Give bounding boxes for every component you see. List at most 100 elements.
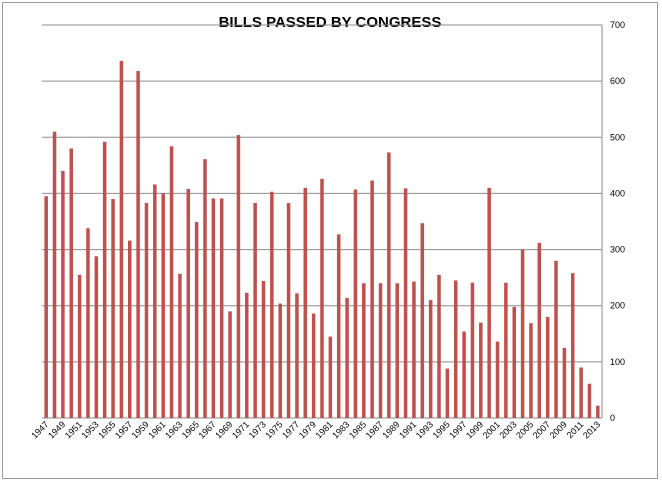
bars	[44, 60, 600, 419]
bar-2010	[570, 273, 575, 418]
bar-2003	[512, 306, 516, 418]
bar-1965	[194, 222, 199, 418]
x-tick-label: 1987	[364, 419, 385, 440]
x-tick-label: 2009	[548, 419, 569, 440]
bar-1968	[219, 198, 224, 418]
bar-2007	[545, 316, 550, 418]
bar-1982	[336, 234, 341, 418]
bar-2005	[529, 323, 533, 418]
x-tick-label: 1981	[314, 419, 335, 440]
x-tick-label: 1953	[80, 419, 101, 440]
x-tick-label: 1985	[347, 419, 368, 440]
bar-2004	[520, 249, 525, 418]
bar-1981	[328, 336, 333, 418]
bar-1994	[437, 274, 441, 418]
bar-1988	[387, 152, 391, 418]
x-tick-label: 1949	[46, 419, 67, 440]
bar-1989	[395, 283, 399, 418]
bar-2000	[487, 187, 491, 418]
bar-1950	[69, 148, 74, 418]
bar-1963	[178, 273, 182, 418]
y-tick-label: 0	[610, 413, 615, 423]
bar-1951	[77, 274, 82, 418]
x-tick-label: 1991	[397, 419, 418, 440]
x-tick-label: 1983	[330, 419, 351, 440]
x-tick-label: 2005	[514, 419, 535, 440]
x-tick-label: 1979	[297, 419, 318, 440]
bar-1948	[52, 131, 57, 419]
x-axis-ticks: 1947194919511953195519571959196119631965…	[29, 419, 602, 440]
bar-1971	[245, 292, 249, 418]
bar-1993	[428, 300, 433, 418]
bar-1998	[470, 282, 475, 418]
bar-1959	[144, 202, 149, 418]
bar-2012	[587, 383, 592, 418]
bar-1969	[228, 311, 232, 418]
x-tick-label: 1967	[197, 419, 218, 440]
bar-1961	[161, 193, 165, 418]
x-tick-label: 1959	[130, 419, 151, 440]
bar-1984	[353, 189, 358, 418]
x-tick-label: 1963	[163, 419, 184, 440]
bar-2002	[504, 282, 508, 418]
bar-1960	[153, 184, 157, 418]
bar-1974	[270, 191, 274, 418]
bar-1967	[211, 198, 216, 418]
x-tick-label: 2001	[481, 419, 502, 440]
bar-1986	[370, 180, 374, 418]
x-tick-label: 2003	[497, 419, 518, 440]
x-tick-label: 1965	[180, 419, 201, 440]
bar-2011	[579, 367, 583, 418]
bar-1966	[203, 159, 207, 418]
x-tick-label: 1995	[431, 419, 452, 440]
x-tick-label: 1947	[29, 419, 50, 440]
x-tick-label: 1971	[230, 419, 251, 440]
bar-1958	[136, 71, 140, 418]
bar-1947	[44, 196, 48, 418]
bar-1983	[345, 297, 349, 418]
bar-1990	[403, 188, 408, 418]
y-axis-ticks: 0 100 200 300 400 500 600 700	[610, 20, 625, 423]
y-tick-label: 700	[610, 20, 625, 30]
x-tick-label: 2013	[581, 419, 602, 440]
bar-1985	[362, 283, 366, 418]
x-tick-label: 1961	[146, 419, 167, 440]
x-tick-label: 1973	[247, 419, 268, 440]
bar-2006	[537, 242, 542, 418]
chart-title: BILLS PASSED BY CONGRESS	[219, 14, 442, 31]
bar-1952	[86, 228, 90, 418]
bar-1964	[186, 188, 191, 418]
bar-1972	[253, 202, 257, 418]
bar-1992	[420, 223, 425, 418]
bar-2008	[554, 260, 558, 418]
bar-2001	[495, 341, 500, 418]
x-tick-label: 1993	[414, 419, 435, 440]
bar-1949	[61, 170, 65, 418]
y-tick-label: 200	[610, 301, 625, 311]
y-tick-label: 600	[610, 76, 625, 86]
x-tick-label: 1951	[63, 419, 84, 440]
bar-2009	[562, 347, 567, 418]
x-tick-label: 1989	[380, 419, 401, 440]
bar-1954	[102, 141, 107, 418]
x-tick-label: 1969	[213, 419, 234, 440]
y-tick-label: 400	[610, 188, 625, 198]
bar-1996	[453, 280, 458, 418]
y-tick-label: 500	[610, 132, 625, 142]
bar-1976	[286, 202, 291, 418]
bar-1957	[128, 240, 132, 418]
bar-1970	[236, 135, 241, 419]
bar-1953	[94, 256, 99, 418]
bar-1980	[320, 178, 324, 418]
x-tick-label: 1997	[447, 419, 468, 440]
x-tick-label: 2007	[531, 419, 552, 440]
y-tick-label: 300	[610, 245, 625, 255]
bar-1995	[445, 368, 450, 418]
bar-1977	[295, 293, 299, 418]
bar-1975	[278, 303, 282, 418]
x-tick-label: 1975	[263, 419, 284, 440]
bar-1956	[119, 60, 124, 419]
bar-1978	[303, 187, 308, 418]
bar-1991	[412, 281, 416, 418]
